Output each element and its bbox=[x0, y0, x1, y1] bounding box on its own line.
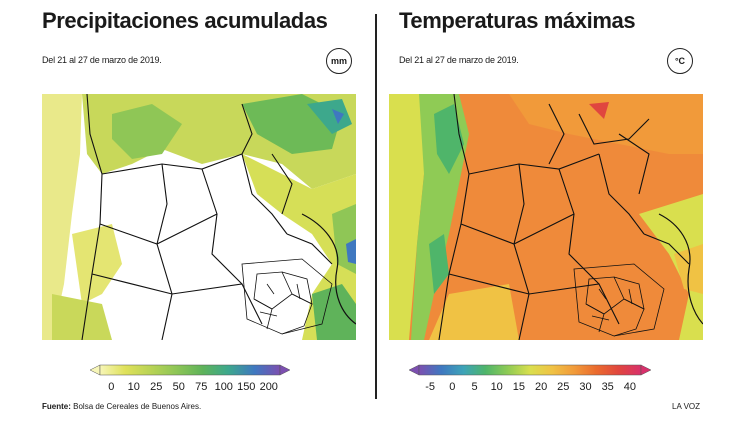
temp-legend-gradient bbox=[418, 364, 642, 376]
andes-green bbox=[434, 104, 464, 174]
precipitation-date-range: Del 21 al 27 de marzo de 2019. bbox=[42, 55, 162, 65]
legend-tick-label: 40 bbox=[623, 381, 637, 393]
precipitation-map-graphic bbox=[42, 94, 356, 340]
legend-tick-label: 10 bbox=[490, 381, 503, 393]
north-green-a bbox=[112, 104, 182, 159]
legend-tick-label: 25 bbox=[557, 381, 570, 393]
legend-tick-label: 15 bbox=[512, 381, 526, 393]
central-dry bbox=[97, 169, 252, 340]
north-blue bbox=[332, 109, 344, 124]
legend-tick-label: 0 bbox=[108, 381, 115, 393]
legend-tick-label: 0 bbox=[449, 381, 456, 393]
east-blue bbox=[346, 239, 356, 264]
legend-tick-label: 20 bbox=[534, 381, 548, 393]
precipitation-panel: Precipitaciones acumuladas Del 21 al 27 … bbox=[30, 0, 390, 400]
legend-tick-label: 5 bbox=[471, 381, 478, 393]
temperature-map-graphic bbox=[389, 94, 703, 340]
panel-divider bbox=[375, 14, 377, 399]
southeast-green bbox=[312, 284, 356, 340]
precipitation-map bbox=[42, 94, 356, 340]
west-region bbox=[42, 94, 82, 340]
legend-gradient bbox=[99, 364, 281, 376]
legend-right-arrow bbox=[279, 364, 291, 376]
legend-tick-label: 35 bbox=[601, 381, 614, 393]
north-orange bbox=[509, 94, 703, 154]
legend-tick-label: 50 bbox=[172, 381, 185, 393]
temperature-date-range: Del 21 al 27 de marzo de 2019. bbox=[399, 55, 519, 65]
source-label: Fuente: bbox=[42, 402, 71, 411]
precipitation-legend-bar bbox=[89, 364, 291, 376]
temperature-panel: Temperaturas máximas Del 21 al 27 de mar… bbox=[387, 0, 747, 400]
temp-legend-right-arrow bbox=[640, 364, 652, 376]
legend-tick-label: 30 bbox=[579, 381, 592, 393]
temperature-legend-bar bbox=[408, 364, 652, 376]
legend-tick-label: 75 bbox=[195, 381, 208, 393]
publisher-credit: LA VOZ bbox=[672, 402, 701, 411]
north-hotspot bbox=[589, 102, 609, 119]
legend-left-arrow bbox=[89, 364, 101, 376]
southwest-yellow bbox=[52, 294, 112, 340]
legend-tick-label: 100 bbox=[214, 381, 233, 393]
temperature-map bbox=[389, 94, 703, 340]
legend-tick-label: 25 bbox=[150, 381, 163, 393]
precipitation-unit-badge: mm bbox=[326, 48, 352, 74]
source-text: Bolsa de Cereales de Buenos Aires. bbox=[73, 402, 202, 411]
source-note: Fuente: Bolsa de Cereales de Buenos Aire… bbox=[42, 402, 201, 411]
buenos-aires-partidos-temp bbox=[573, 263, 665, 337]
temp-legend-left-arrow bbox=[408, 364, 420, 376]
coastline bbox=[301, 213, 356, 325]
west-yellow bbox=[72, 224, 122, 304]
legend-tick-label: 150 bbox=[237, 381, 256, 393]
buenos-aires-partidos bbox=[241, 258, 333, 335]
province-borders bbox=[81, 94, 333, 340]
legend-tick-label: 10 bbox=[127, 381, 140, 393]
coastline-temp bbox=[658, 213, 703, 325]
south-amber bbox=[429, 284, 519, 340]
east-yellow bbox=[639, 194, 703, 340]
andes-green-south bbox=[429, 234, 449, 294]
temperature-title: Temperaturas máximas bbox=[399, 8, 636, 33]
legend-tick-label: 200 bbox=[259, 381, 278, 393]
north-teal bbox=[307, 99, 352, 134]
province-borders-temp bbox=[438, 94, 690, 340]
legend-tick-label: -5 bbox=[425, 381, 435, 393]
temperature-unit-badge: °C bbox=[667, 48, 693, 74]
precipitation-title: Precipitaciones acumuladas bbox=[42, 8, 328, 33]
west-warm bbox=[389, 94, 429, 340]
